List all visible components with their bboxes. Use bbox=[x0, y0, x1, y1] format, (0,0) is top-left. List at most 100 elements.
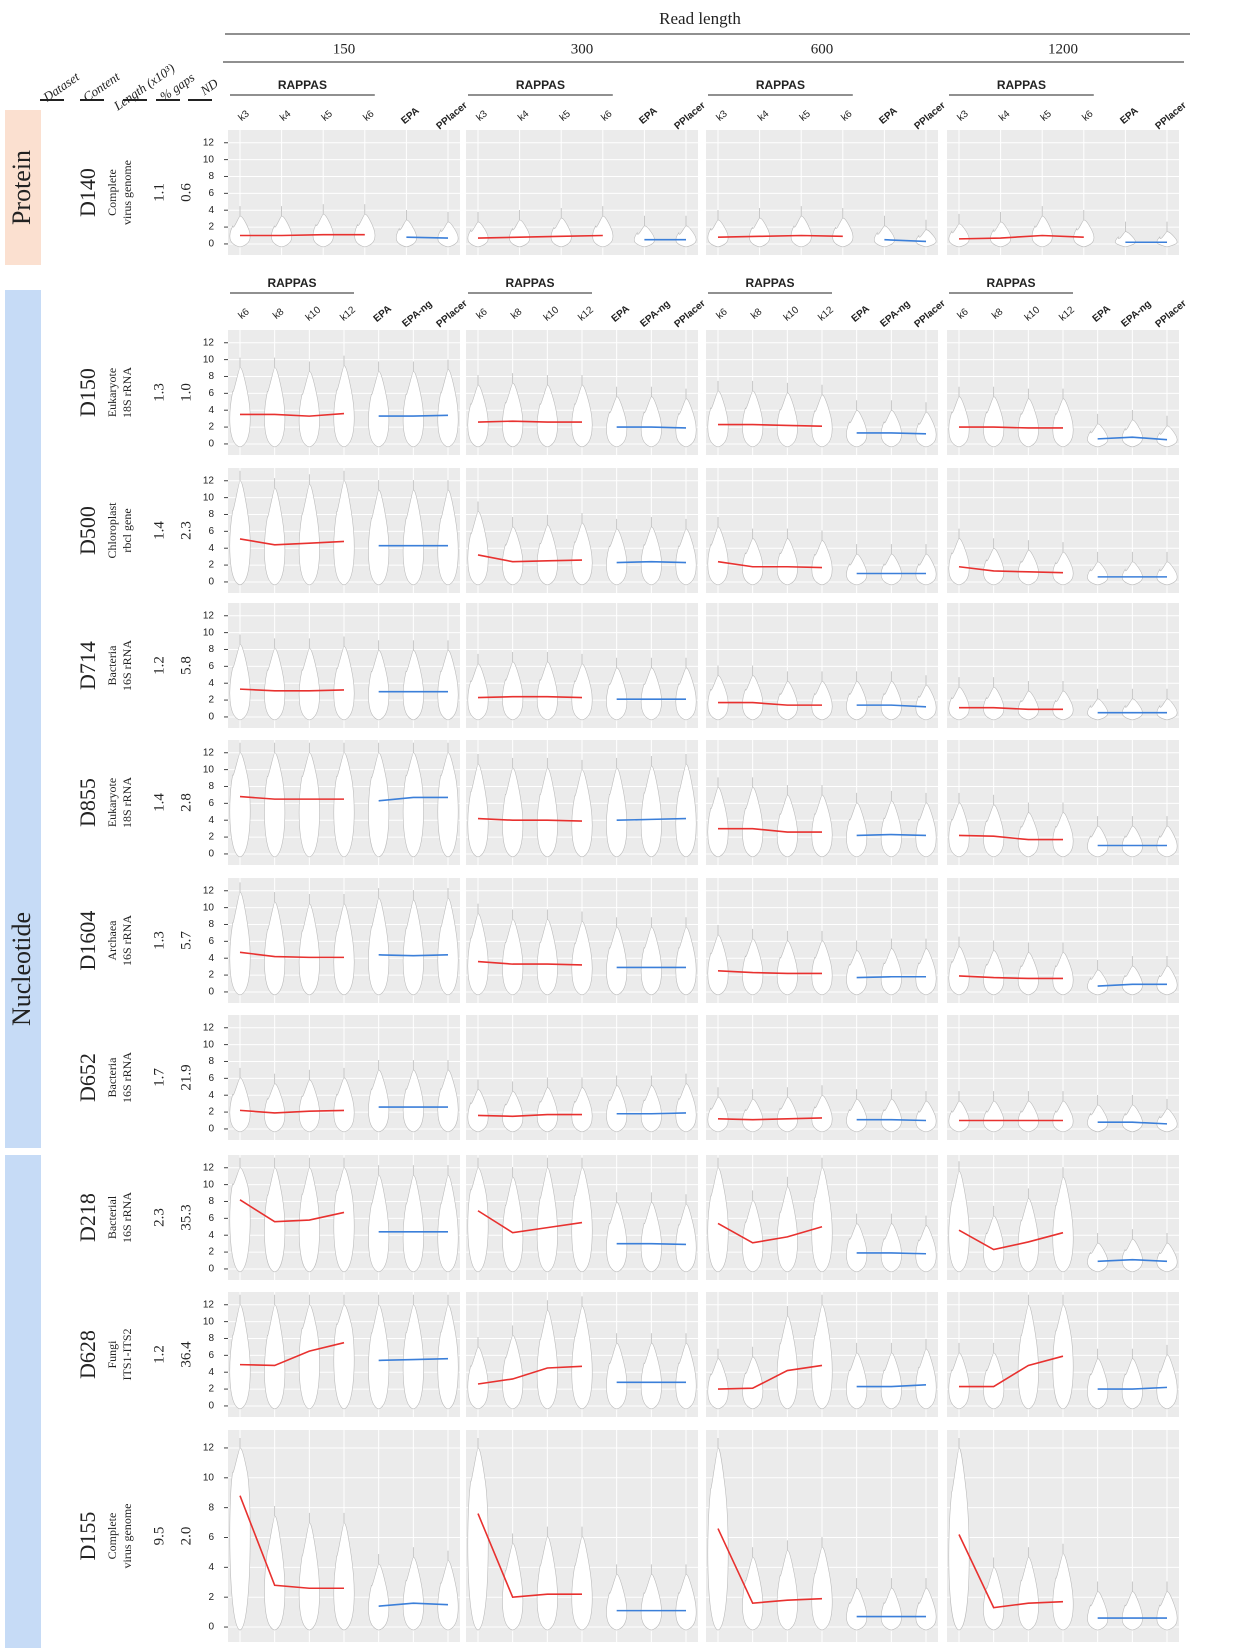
method-label: EPA bbox=[610, 304, 632, 325]
violin bbox=[536, 524, 558, 586]
length-value: 1.2 bbox=[151, 656, 167, 675]
violin bbox=[742, 390, 764, 448]
violin bbox=[333, 1077, 355, 1133]
rappas-median-line bbox=[240, 233, 365, 237]
violin bbox=[229, 892, 251, 996]
violin bbox=[571, 769, 593, 858]
violin bbox=[298, 903, 320, 996]
violin bbox=[707, 1358, 729, 1410]
group-band bbox=[5, 110, 41, 265]
violin bbox=[915, 948, 937, 996]
y-tick-label: 6 bbox=[208, 1213, 214, 1224]
content-line: Eukaryote bbox=[105, 778, 119, 827]
y-tick-label: 10 bbox=[203, 1179, 215, 1190]
violin bbox=[707, 934, 729, 996]
violin bbox=[990, 221, 1012, 248]
violin bbox=[915, 1348, 937, 1410]
gaps-value: 2.0 bbox=[178, 1527, 194, 1546]
rappas-median-line bbox=[717, 560, 823, 569]
violin bbox=[333, 1522, 355, 1631]
panel bbox=[466, 130, 698, 255]
y-tick-label: 4 bbox=[208, 1367, 214, 1378]
other-median-line bbox=[884, 238, 927, 243]
y-tick-label: 2 bbox=[208, 695, 214, 706]
rappas-median-line bbox=[477, 420, 582, 423]
method-label: k3 bbox=[715, 108, 730, 123]
y-tick-label: 0 bbox=[208, 1264, 214, 1275]
y-tick-label: 2 bbox=[208, 1247, 214, 1258]
other-median-line bbox=[378, 796, 448, 802]
violin bbox=[402, 1304, 424, 1410]
y-tick-label: 8 bbox=[208, 1333, 214, 1344]
violin bbox=[811, 1304, 833, 1410]
y-tick-label: 10 bbox=[203, 764, 215, 775]
method-label: k4 bbox=[756, 108, 771, 123]
method-group-label: RAPPAS bbox=[516, 78, 565, 92]
method-label: k6 bbox=[1080, 108, 1095, 123]
gaps-value: 0.6 bbox=[178, 183, 194, 202]
rappas-median-line bbox=[239, 538, 345, 546]
content-line: Eukaryote bbox=[105, 368, 119, 417]
violin bbox=[264, 1167, 286, 1273]
violin bbox=[368, 650, 390, 721]
violin bbox=[742, 787, 764, 858]
violin bbox=[502, 382, 524, 448]
violin bbox=[402, 489, 424, 586]
violin bbox=[333, 646, 355, 721]
dataset-name: D150 bbox=[75, 368, 100, 417]
y-tick-label: 6 bbox=[208, 661, 214, 672]
rappas-median-line bbox=[239, 1495, 344, 1590]
method-label: PPlacer bbox=[672, 298, 707, 330]
method-label: k3 bbox=[237, 108, 252, 123]
method-label: PPlacer bbox=[912, 298, 947, 330]
method-label: k10 bbox=[1023, 304, 1043, 323]
rappas-median-line bbox=[717, 234, 843, 238]
violin bbox=[536, 1309, 558, 1410]
y-tick-label: 4 bbox=[208, 678, 214, 689]
y-tick-label: 0 bbox=[208, 1124, 214, 1135]
violin bbox=[536, 1167, 558, 1273]
content-line: Bacteria bbox=[105, 645, 119, 686]
y-tick-label: 2 bbox=[208, 970, 214, 981]
violin bbox=[948, 538, 970, 586]
dataset-name: D218 bbox=[75, 1193, 100, 1242]
method-label: PPlacer bbox=[912, 100, 947, 132]
gaps-value: 35.3 bbox=[178, 1204, 194, 1230]
y-tick-label: 0 bbox=[208, 712, 214, 723]
violin bbox=[467, 221, 489, 248]
y-tick-label: 6 bbox=[208, 526, 214, 537]
violin bbox=[776, 681, 798, 721]
violin bbox=[467, 511, 489, 586]
method-label: EPA bbox=[637, 106, 659, 127]
y-tick-label: 12 bbox=[203, 1022, 215, 1033]
y-tick-label: 4 bbox=[208, 1562, 214, 1573]
length-value: 1.4 bbox=[151, 521, 167, 540]
violin bbox=[571, 1306, 593, 1410]
other-median-line bbox=[616, 817, 687, 822]
violin bbox=[633, 225, 655, 248]
content-line: Fungi bbox=[105, 1340, 119, 1369]
violin bbox=[571, 921, 593, 996]
y-tick-label: 4 bbox=[208, 543, 214, 554]
method-label: EPA-ng bbox=[400, 299, 434, 330]
violin bbox=[1031, 215, 1053, 248]
violin bbox=[1156, 1354, 1178, 1410]
violin bbox=[675, 1574, 697, 1631]
rappas-median-line bbox=[717, 1364, 823, 1390]
violin bbox=[264, 1304, 286, 1410]
violin bbox=[1052, 1176, 1074, 1273]
rappas-median-line bbox=[477, 817, 583, 822]
other-median-line bbox=[1097, 1258, 1168, 1263]
violin bbox=[1087, 825, 1109, 858]
content-line: 16S rRNA bbox=[120, 1052, 134, 1103]
method-group-label: RAPPAS bbox=[267, 276, 316, 290]
violin bbox=[437, 489, 459, 586]
violin bbox=[915, 1225, 937, 1273]
violin bbox=[1052, 398, 1074, 448]
rappas-median-line bbox=[958, 834, 1063, 841]
y-tick-label: 6 bbox=[208, 936, 214, 947]
other-median-line bbox=[378, 1357, 449, 1362]
violin bbox=[811, 394, 833, 448]
y-tick-label: 6 bbox=[208, 1350, 214, 1361]
rappas-median-line bbox=[477, 695, 583, 699]
